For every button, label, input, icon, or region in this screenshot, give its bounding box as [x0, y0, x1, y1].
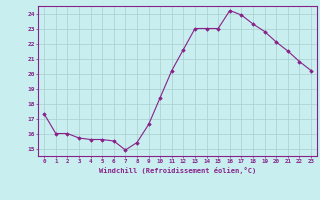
X-axis label: Windchill (Refroidissement éolien,°C): Windchill (Refroidissement éolien,°C) [99, 167, 256, 174]
